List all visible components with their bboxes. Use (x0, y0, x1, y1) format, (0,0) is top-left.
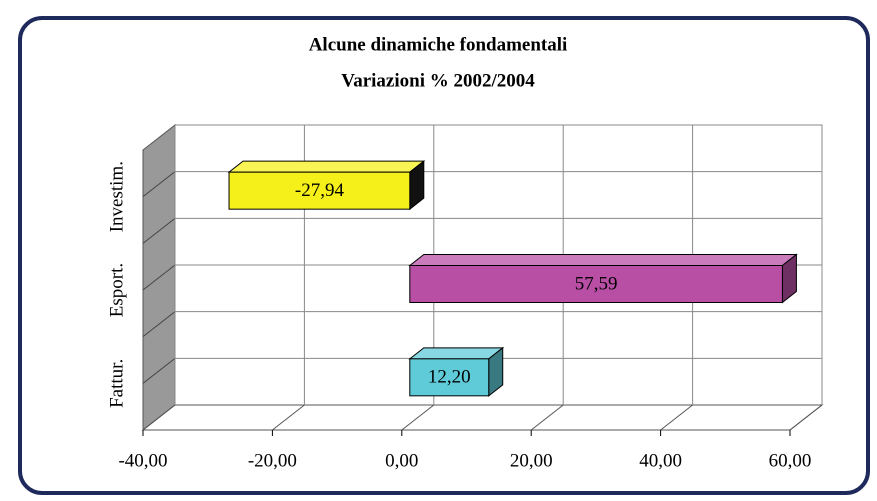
x-tick-label: 60,00 (769, 450, 812, 471)
y-tick-label: Investim. (106, 161, 127, 232)
chart-subtitle: Variazioni % 2002/2004 (341, 70, 535, 91)
y-tick-label: Fattur. (106, 359, 127, 408)
value-label: -27,94 (295, 180, 345, 201)
bar (228, 171, 411, 210)
floor-grid-line (401, 404, 435, 431)
bar (409, 265, 783, 303)
x-tick-label: -40,00 (118, 450, 167, 471)
floor-grid-line (142, 404, 176, 431)
bar-top (408, 347, 505, 360)
floor-grid-line (660, 404, 693, 431)
floor (141, 404, 824, 431)
wall-line (142, 171, 176, 198)
bar-top (408, 254, 798, 266)
floor-grid-line (272, 404, 305, 431)
wall-line (142, 311, 176, 338)
value-label: 12,20 (428, 367, 471, 388)
x-tick-label: 20,00 (510, 450, 553, 471)
chart-title: Alcune dinamiche fondamentali (309, 34, 568, 55)
wall-line (142, 264, 176, 291)
x-tick-label: -20,00 (248, 450, 297, 471)
wall-line (142, 357, 176, 384)
bar (409, 358, 490, 397)
x-tick-label: 0,00 (385, 450, 418, 471)
y-tick-label: Esport. (106, 263, 127, 317)
value-label: 57,59 (575, 273, 618, 294)
floor-grid-line (789, 404, 823, 431)
x-tick-label: 40,00 (639, 450, 682, 471)
bar-top (227, 160, 426, 173)
floor-grid-line (530, 404, 564, 431)
wall-line (142, 217, 176, 244)
